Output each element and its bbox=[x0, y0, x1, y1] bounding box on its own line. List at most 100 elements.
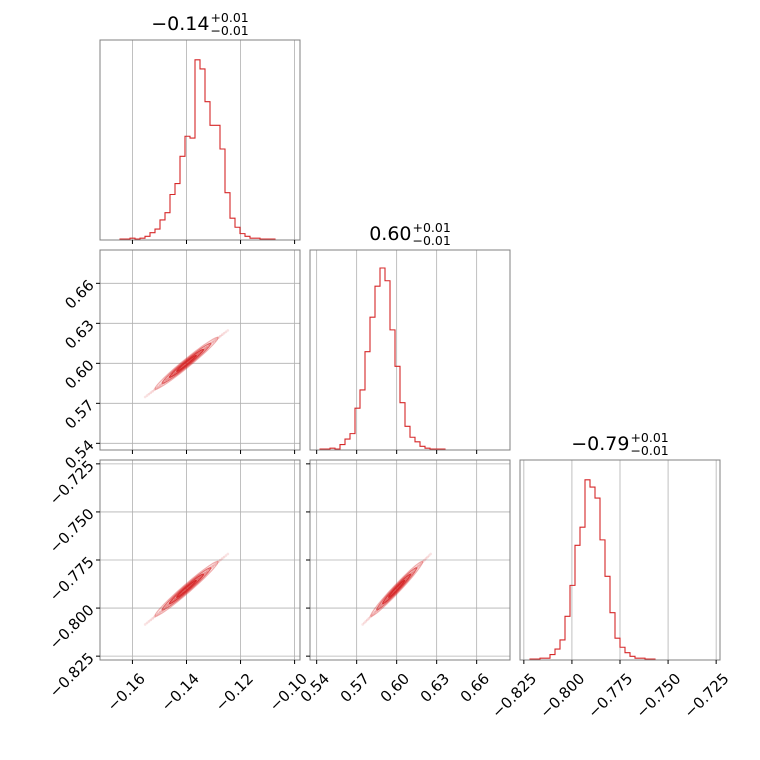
scatter-panel-2-3-contour-4 bbox=[388, 579, 406, 598]
hist-frame-2 bbox=[309, 249, 511, 451]
param-title-3: −0.79 bbox=[571, 433, 629, 455]
ytick-label-2-4: 0.66 bbox=[61, 276, 97, 312]
xtick-label-3-4: −0.725 bbox=[681, 670, 733, 722]
scatter-panel-1-3-point-2 bbox=[145, 621, 149, 625]
scatter-panel-2-3-point-43 bbox=[426, 555, 429, 559]
hist-frame-1 bbox=[99, 39, 301, 241]
xtick-label-1-1: −0.14 bbox=[158, 670, 203, 715]
scatter-panel-1-3-point-39 bbox=[215, 561, 218, 565]
scatter-panel-1-2-point-39 bbox=[215, 337, 218, 341]
scatter-panel-1-2-point-2 bbox=[145, 394, 149, 397]
hist-panel-2: 0.60 +0.01−0.01 bbox=[309, 220, 511, 451]
scatter-panel-2-3-point-44 bbox=[427, 554, 431, 557]
param-title-minus-2: −0.01 bbox=[413, 233, 451, 248]
scatter-panel-1-2-contour-4 bbox=[176, 354, 197, 372]
scatter-panel-1-2-point-40 bbox=[217, 336, 220, 339]
hist-panel-1: −0.14 +0.01−0.01 bbox=[99, 10, 301, 241]
scatter-panel-1-2-contour-2 bbox=[161, 342, 212, 384]
scatter-panel-1-2 bbox=[99, 249, 301, 451]
ytick-label-3-0: −0.825 bbox=[46, 649, 98, 701]
scatter-panel-1-2-point-6 bbox=[153, 388, 156, 392]
scatter-panel-2-3-point-9 bbox=[373, 610, 377, 614]
scatter-panel-2-3 bbox=[309, 459, 511, 661]
scatter-panel-1-2-point-12 bbox=[164, 379, 168, 382]
scatter-panel-1-3-point-45 bbox=[226, 552, 230, 556]
scatter-panel-1-3-point-33 bbox=[203, 571, 207, 575]
scatter-panel-2-3-point-45 bbox=[429, 552, 432, 556]
scatter-panel-1-3-point-4 bbox=[149, 618, 153, 622]
param-title-plus-1: +0.01 bbox=[210, 10, 248, 25]
scatter-panel-1-3-contour-2 bbox=[161, 567, 212, 611]
scatter-panel-1-3 bbox=[99, 459, 301, 661]
scatter-panel-1-2-point-4 bbox=[149, 391, 153, 394]
xtick-label-3-2: −0.775 bbox=[584, 670, 636, 722]
scatter-panel-2-3-point-6 bbox=[369, 615, 372, 619]
scatter-panel-2-3-contour-1 bbox=[370, 560, 424, 617]
scatter-panel-2-3-point-4 bbox=[366, 618, 369, 622]
scatter-panel-1-3-point-1 bbox=[143, 623, 147, 626]
scatter-panel-1-3-point-37 bbox=[211, 564, 215, 568]
param-title-plus-2: +0.01 bbox=[413, 220, 451, 235]
xtick-label-1-2: −0.12 bbox=[212, 670, 257, 715]
xtick-label-2-1: 0.57 bbox=[337, 670, 373, 706]
xtick-label-2-3: 0.63 bbox=[417, 670, 453, 706]
histogram-2 bbox=[310, 267, 510, 451]
hist-panel-3: −0.79 +0.01−0.01 bbox=[519, 430, 721, 661]
scatter-panel-2-3-point-41 bbox=[423, 558, 426, 562]
scatter-panel-1-3-point-6 bbox=[153, 615, 156, 619]
xtick-label-2-2: 0.60 bbox=[377, 670, 413, 706]
xtick-label-3-3: −0.750 bbox=[632, 670, 684, 722]
xtick-label-3-1: −0.800 bbox=[536, 670, 588, 722]
scatter-panel-1-3-point-5 bbox=[151, 617, 154, 620]
scatter-panel-1-3-point-43 bbox=[222, 555, 226, 559]
scatter-panel-1-2-point-43 bbox=[222, 331, 226, 335]
scatter-panel-2-3-point-40 bbox=[421, 560, 425, 563]
scatter-panel-2-3-point-2 bbox=[362, 621, 366, 625]
scatter-panel-1-2-point-37 bbox=[211, 340, 215, 344]
ytick-label-3-2: −0.775 bbox=[46, 553, 98, 605]
scatter-panel-2-3-point-37 bbox=[417, 564, 420, 568]
scatter-panel-2-3-point-42 bbox=[424, 557, 428, 560]
xtick-label-2-4: 0.66 bbox=[457, 670, 493, 706]
scatter-panel-1-3-point-40 bbox=[217, 560, 220, 563]
scatter-panel-2-3-point-1 bbox=[361, 623, 364, 626]
scatter-panel-1-3-point-29 bbox=[196, 577, 200, 581]
scatter-panel-1-2-point-1 bbox=[143, 395, 147, 399]
param-title-plus-3: +0.01 bbox=[630, 430, 668, 445]
scatter-panel-1-2-point-44 bbox=[224, 330, 228, 334]
histogram-1 bbox=[100, 59, 300, 241]
scatter-panel-1-3-point-7 bbox=[155, 614, 158, 617]
scatter-panel-1-2-point-13 bbox=[166, 377, 169, 381]
scatter-panel-1-2-point-45 bbox=[226, 329, 230, 332]
scatter-panel-2-3-contour-2 bbox=[376, 567, 418, 611]
ytick-label-2-1: 0.57 bbox=[61, 396, 97, 432]
scatter-panel-1-2-point-29 bbox=[196, 352, 200, 356]
scatter-panel-2-3-point-38 bbox=[418, 563, 422, 566]
param-title-minus-3: −0.01 bbox=[630, 443, 668, 458]
scatter-panel-1-2-point-9 bbox=[158, 384, 162, 387]
scatter-panel-1-3-point-13 bbox=[166, 604, 169, 607]
scatter-panel-1-2-point-7 bbox=[155, 387, 158, 390]
scatter-panel-1-3-point-9 bbox=[158, 610, 162, 614]
param-title-2: 0.60 bbox=[369, 223, 411, 245]
scatter-panel-2-3-point-13 bbox=[379, 604, 383, 607]
scatter-panel-1-2-frame bbox=[99, 249, 301, 451]
ytick-label-3-1: −0.800 bbox=[46, 601, 98, 653]
scatter-panel-1-2-point-38 bbox=[213, 339, 216, 342]
scatter-panel-2-3-point-3 bbox=[364, 620, 368, 623]
scatter-panel-1-3-contour-3 bbox=[168, 573, 205, 605]
scatter-panel-2-3-point-12 bbox=[378, 605, 381, 609]
scatter-panel-1-2-contour-1 bbox=[154, 336, 219, 390]
param-title-1: −0.14 bbox=[151, 13, 209, 35]
scatter-panel-1-2-point-42 bbox=[220, 333, 224, 337]
scatter-panel-1-2-point-41 bbox=[219, 334, 222, 338]
scatter-panel-2-3-point-5 bbox=[367, 617, 371, 620]
ytick-label-2-3: 0.63 bbox=[61, 316, 97, 352]
xtick-label-3-0: −0.825 bbox=[488, 670, 540, 722]
scatter-panel-1-3-point-42 bbox=[220, 557, 224, 560]
scatter-panel-1-3-contour-1 bbox=[154, 560, 219, 617]
scatter-panel-1-3-point-38 bbox=[213, 563, 216, 566]
scatter-panel-1-3-point-8 bbox=[156, 612, 160, 616]
xtick-label-1-0: −0.16 bbox=[104, 670, 149, 715]
